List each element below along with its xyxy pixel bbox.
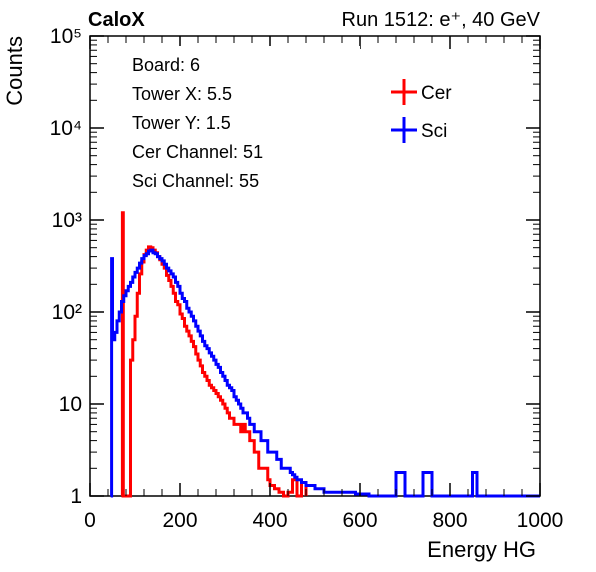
legend-label-sci: Sci (421, 121, 447, 142)
legend-marker-sci (391, 117, 417, 143)
legend: Cer Sci (391, 79, 452, 143)
header-right: Run 1512: e⁺, 40 GeV (342, 9, 541, 31)
y-tick-label: 10⁵ (50, 25, 82, 48)
series-layer (110, 211, 540, 498)
header-left: CaloX (88, 9, 145, 31)
y-tick-label: 10² (52, 301, 82, 324)
y-tick-label: 10³ (52, 209, 82, 232)
y-tick-label: 10 (59, 393, 82, 416)
x-tick-label: 1000 (517, 509, 564, 532)
x-tick-label: 200 (162, 509, 197, 532)
y-tick-label: 10⁴ (50, 117, 82, 140)
x-tick-label: 400 (252, 509, 287, 532)
info-line: Tower X: 5.5 (132, 84, 232, 104)
series-line-cer (120, 211, 308, 498)
x-axis-label: Energy HG (427, 537, 536, 562)
legend-label-cer: Cer (421, 83, 452, 104)
info-panel-box (120, 46, 360, 196)
axis-ticks: 0 200 400 600 800 1000 1 10 10² 10³ 10⁴ 10⁵ (50, 25, 564, 532)
y-tick-label: 1 (70, 485, 82, 508)
info-line: Cer Channel: 51 (132, 142, 263, 162)
y-axis-label: Counts (2, 36, 27, 106)
x-tick-label: 0 (84, 509, 96, 532)
info-panel: Board: 6 Tower X: 5.5 Tower Y: 1.5 Cer Chan… (120, 46, 360, 196)
plot-frame (89, 35, 541, 497)
info-line: Tower Y: 1.5 (132, 113, 231, 133)
legend-marker-cer (391, 79, 417, 105)
info-line: Board: 6 (132, 55, 200, 75)
info-line: Sci Channel: 55 (132, 171, 259, 191)
series-line-sci (110, 248, 540, 498)
x-tick-label: 800 (432, 509, 467, 532)
x-tick-label: 600 (342, 509, 377, 532)
